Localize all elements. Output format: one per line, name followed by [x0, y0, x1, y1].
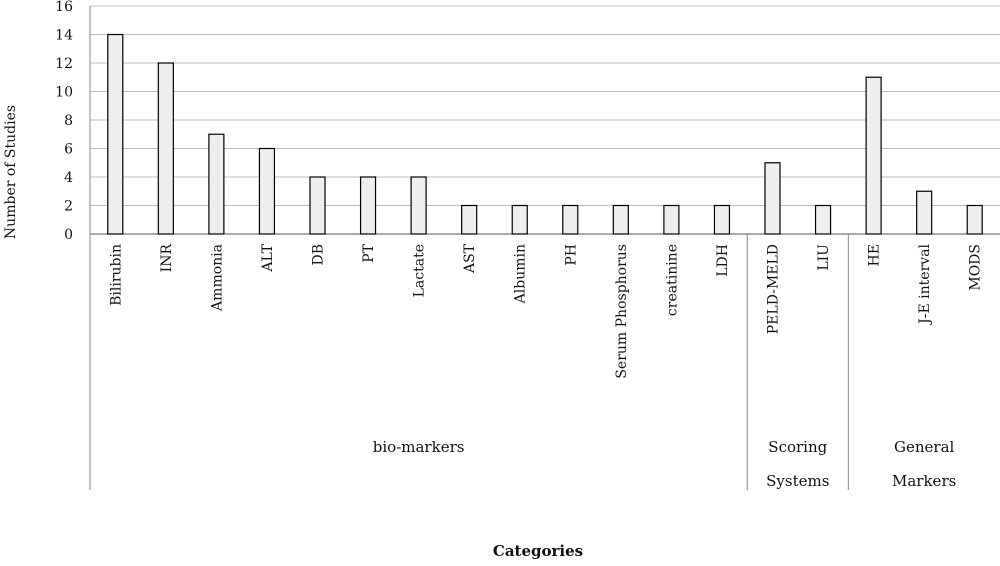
bar-db	[309, 176, 326, 235]
y-tick-label: 12	[55, 56, 73, 72]
bar-mods	[966, 204, 983, 235]
y-axis-title: Number of Studies	[3, 105, 19, 239]
bar-serum-phosphorus	[612, 204, 629, 235]
x-tick-label: Serum Phosphorus	[614, 244, 630, 379]
y-tick-label: 8	[64, 113, 73, 129]
x-tick-label: INR	[159, 244, 175, 273]
y-tick-labels: 0 2 4 6 8 10 12 14 16	[55, 0, 73, 243]
y-tick-label: 4	[64, 170, 73, 186]
bar-lactate	[410, 176, 427, 235]
group-label: Markers	[892, 472, 956, 490]
x-tick-label: LDH	[715, 244, 731, 277]
bar-inr	[157, 62, 174, 235]
y-tick-label: 14	[55, 28, 73, 44]
x-tick-label: AST	[462, 243, 478, 274]
bars	[107, 33, 983, 235]
x-category-labels: Bilirubin INR Ammonia ALT DB PT Lactate AST Albu…	[108, 243, 983, 378]
bar-liu	[814, 204, 832, 235]
x-tick-label: creatinine	[664, 244, 680, 316]
bar-he	[865, 76, 882, 235]
y-tick-label: 6	[64, 142, 73, 158]
x-tick-label: PH	[563, 244, 579, 266]
bar-ast	[461, 204, 478, 235]
x-tick-label: PT	[361, 243, 377, 262]
bar-ldh	[713, 204, 731, 235]
x-tick-label: J-E interval	[917, 243, 933, 325]
x-axis-title: Categories	[493, 542, 583, 560]
x-tick-label: LIU	[816, 244, 832, 271]
bar-j-e-interval	[916, 190, 933, 235]
gridlines	[90, 5, 1000, 206]
x-tick-label: Albumin	[513, 244, 529, 304]
x-tick-label: HE	[867, 244, 883, 266]
bar-alt	[258, 147, 276, 235]
x-tick-label: DB	[311, 244, 327, 266]
x-tick-label: Lactate	[412, 244, 428, 297]
bar-ammonia	[208, 133, 225, 235]
y-tick-label: 10	[55, 85, 73, 101]
bar-bilirubin	[107, 33, 124, 235]
y-tick-label: 16	[55, 0, 73, 15]
bar-ph	[562, 204, 579, 235]
bar-pt	[359, 176, 377, 235]
group-label: bio-markers	[373, 438, 465, 456]
bar-creatinine	[663, 204, 680, 235]
bar-albumin	[511, 204, 528, 235]
group-label: Systems	[766, 472, 829, 490]
x-tick-label: MODS	[968, 244, 984, 291]
group-label: General	[894, 438, 955, 456]
x-tick-label: PELD-MELD	[766, 244, 782, 334]
x-tick-label: Ammonia	[209, 244, 225, 312]
x-tick-label: Bilirubin	[108, 244, 124, 306]
x-group-labels: bio-markers Scoring Systems General Markers	[89, 234, 956, 490]
x-tick-label: ALT	[260, 243, 276, 272]
bar-peld-meld	[764, 162, 781, 235]
group-label: Scoring	[768, 438, 827, 456]
y-tick-label: 2	[64, 199, 73, 215]
y-tick-label: 0	[64, 227, 73, 243]
